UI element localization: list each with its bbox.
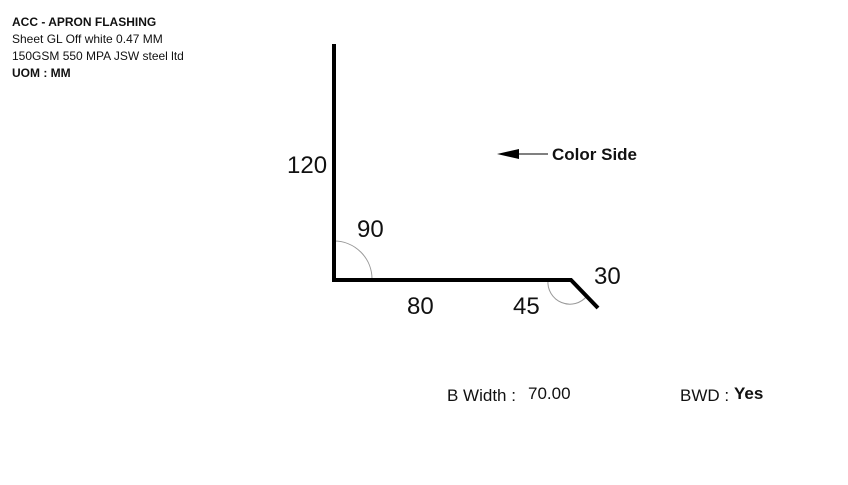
product-info: ACC - APRON FLASHING Sheet GL Off white … xyxy=(12,14,184,82)
b-width-label: B Width : xyxy=(447,386,516,405)
material-line-1: Sheet GL Off white 0.47 MM xyxy=(12,32,163,46)
material-line-2: 150GSM 550 MPA JSW steel ltd xyxy=(12,49,184,63)
product-title: ACC - APRON FLASHING xyxy=(12,15,157,29)
segment-length-30: 30 xyxy=(594,263,621,290)
profile-outline xyxy=(332,44,600,310)
angle-value-90: 90 xyxy=(357,216,384,243)
segment-length-120: 120 xyxy=(287,152,327,179)
bwd-label: BWD : xyxy=(680,386,729,405)
angle-arc-45 xyxy=(547,279,588,305)
color-side-arrow-head xyxy=(497,149,519,159)
bwd-value: Yes xyxy=(734,384,763,403)
angle-arc-90 xyxy=(333,240,373,280)
color-side-label: Color Side xyxy=(552,145,637,164)
segment-length-80: 80 xyxy=(407,293,434,320)
angle-value-45: 45 xyxy=(513,293,540,320)
uom-label: UOM : MM xyxy=(12,66,71,80)
b-width-value: 70.00 xyxy=(528,384,571,403)
